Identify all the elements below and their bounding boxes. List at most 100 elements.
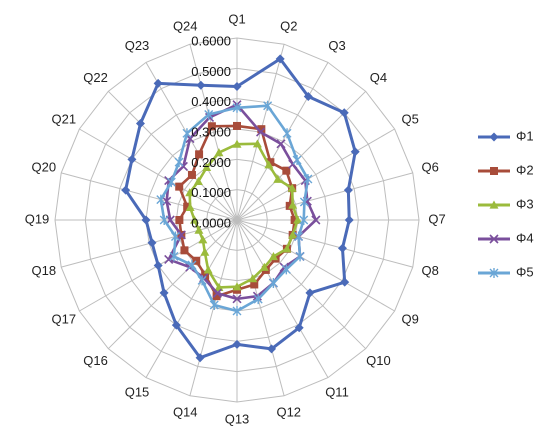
- grid-spoke: [79, 128, 238, 221]
- category-label: Q8: [422, 263, 439, 278]
- category-label: Q2: [280, 18, 297, 33]
- legend-label: Φ4: [516, 230, 534, 245]
- data-point: [340, 277, 350, 287]
- data-point: [344, 215, 354, 225]
- data-point: [273, 174, 283, 183]
- data-point: [202, 162, 212, 172]
- data-point: [232, 102, 242, 113]
- data-point: [162, 196, 172, 206]
- legend: Φ1 Φ2 Φ3 Φ4 Φ5: [478, 128, 534, 279]
- data-point: [281, 264, 291, 275]
- data-point: [266, 158, 275, 167]
- data-point: [203, 265, 213, 274]
- data-point: [267, 344, 277, 354]
- grid-spoke: [236, 219, 395, 312]
- data-point: [159, 288, 169, 298]
- tick-label: 0.3000: [191, 124, 231, 139]
- data-point: [489, 268, 499, 278]
- data-point: [209, 299, 219, 310]
- tick-label: 0.6000: [191, 33, 231, 48]
- grid-spoke: [236, 219, 413, 268]
- data-point: [175, 216, 184, 224]
- category-label: Q22: [83, 70, 108, 85]
- data-point: [166, 177, 176, 188]
- data-point: [263, 100, 273, 111]
- data-point: [192, 256, 201, 265]
- data-point: [293, 215, 303, 224]
- category-label: Q7: [428, 211, 445, 226]
- legend-item: Φ3: [478, 196, 534, 211]
- legend-item: Φ1: [478, 128, 534, 143]
- tick-label: 0.1000: [191, 185, 231, 200]
- data-point: [275, 54, 285, 64]
- data-point: [176, 230, 186, 240]
- data-point: [141, 215, 151, 225]
- category-label: Q19: [25, 211, 50, 226]
- data-point: [288, 200, 298, 209]
- data-point: [135, 118, 145, 128]
- data-point: [276, 139, 286, 149]
- data-point: [214, 282, 224, 291]
- tick-label: 0.2000: [191, 155, 231, 170]
- data-point: [350, 147, 360, 157]
- data-point: [255, 127, 266, 137]
- data-point: [232, 282, 242, 291]
- data-point: [187, 170, 196, 179]
- category-label: Q3: [328, 38, 345, 53]
- category-label: Q21: [52, 111, 77, 126]
- data-point: [153, 261, 163, 270]
- category-label: Q20: [32, 160, 57, 175]
- series-1: [121, 54, 360, 363]
- data-point: [305, 288, 315, 298]
- data-point: [343, 185, 353, 195]
- data-point: [299, 215, 309, 225]
- data-point: [212, 288, 222, 298]
- tick-label: 0.4000: [191, 94, 231, 109]
- category-label: Q14: [173, 405, 198, 420]
- data-point: [232, 294, 242, 304]
- category-labels: Q1 Q2 Q3 Q4 Q5 Q6 Q7 Q8 Q9 Q10 Q11 Q12 Q13 Q14 Q15 Q16 Q…: [25, 11, 446, 426]
- data-point: [337, 243, 347, 253]
- data-point: [214, 148, 224, 157]
- grid-spoke: [236, 219, 367, 350]
- data-point: [248, 274, 258, 283]
- data-point: [196, 80, 206, 90]
- data-point: [147, 238, 157, 248]
- data-point: [153, 78, 163, 88]
- data-point: [175, 182, 184, 191]
- data-point: [490, 167, 498, 175]
- data-point: [489, 132, 499, 142]
- data-point: [127, 154, 137, 164]
- data-point: [268, 251, 278, 261]
- legend-label: Φ1: [516, 128, 534, 143]
- data-point: [164, 254, 174, 264]
- grid-spoke: [107, 219, 238, 350]
- category-label: Q16: [83, 353, 108, 368]
- data-point: [259, 262, 269, 271]
- grid-spoke: [61, 172, 238, 221]
- category-label: Q24: [173, 18, 198, 33]
- data-point: [170, 231, 180, 242]
- data-point: [195, 150, 204, 159]
- data-point: [183, 202, 192, 211]
- category-label: Q4: [370, 70, 387, 85]
- legend-item: Φ2: [478, 162, 534, 177]
- data-point: [204, 109, 214, 120]
- data-point: [121, 185, 131, 195]
- category-label: Q5: [402, 111, 419, 126]
- data-point: [198, 235, 208, 244]
- data-point: [169, 251, 179, 262]
- data-point: [156, 194, 166, 205]
- grid-spoke: [189, 219, 238, 396]
- data-point: [185, 188, 195, 197]
- data-point: [311, 215, 321, 225]
- grid-spoke: [145, 219, 238, 378]
- data-point: [292, 154, 302, 165]
- data-point: [232, 82, 242, 92]
- tick-label: 0.0000: [191, 215, 231, 230]
- data-point: [232, 306, 242, 316]
- grid-spoke: [189, 44, 238, 221]
- data-point: [180, 246, 189, 255]
- category-label: Q6: [422, 160, 439, 175]
